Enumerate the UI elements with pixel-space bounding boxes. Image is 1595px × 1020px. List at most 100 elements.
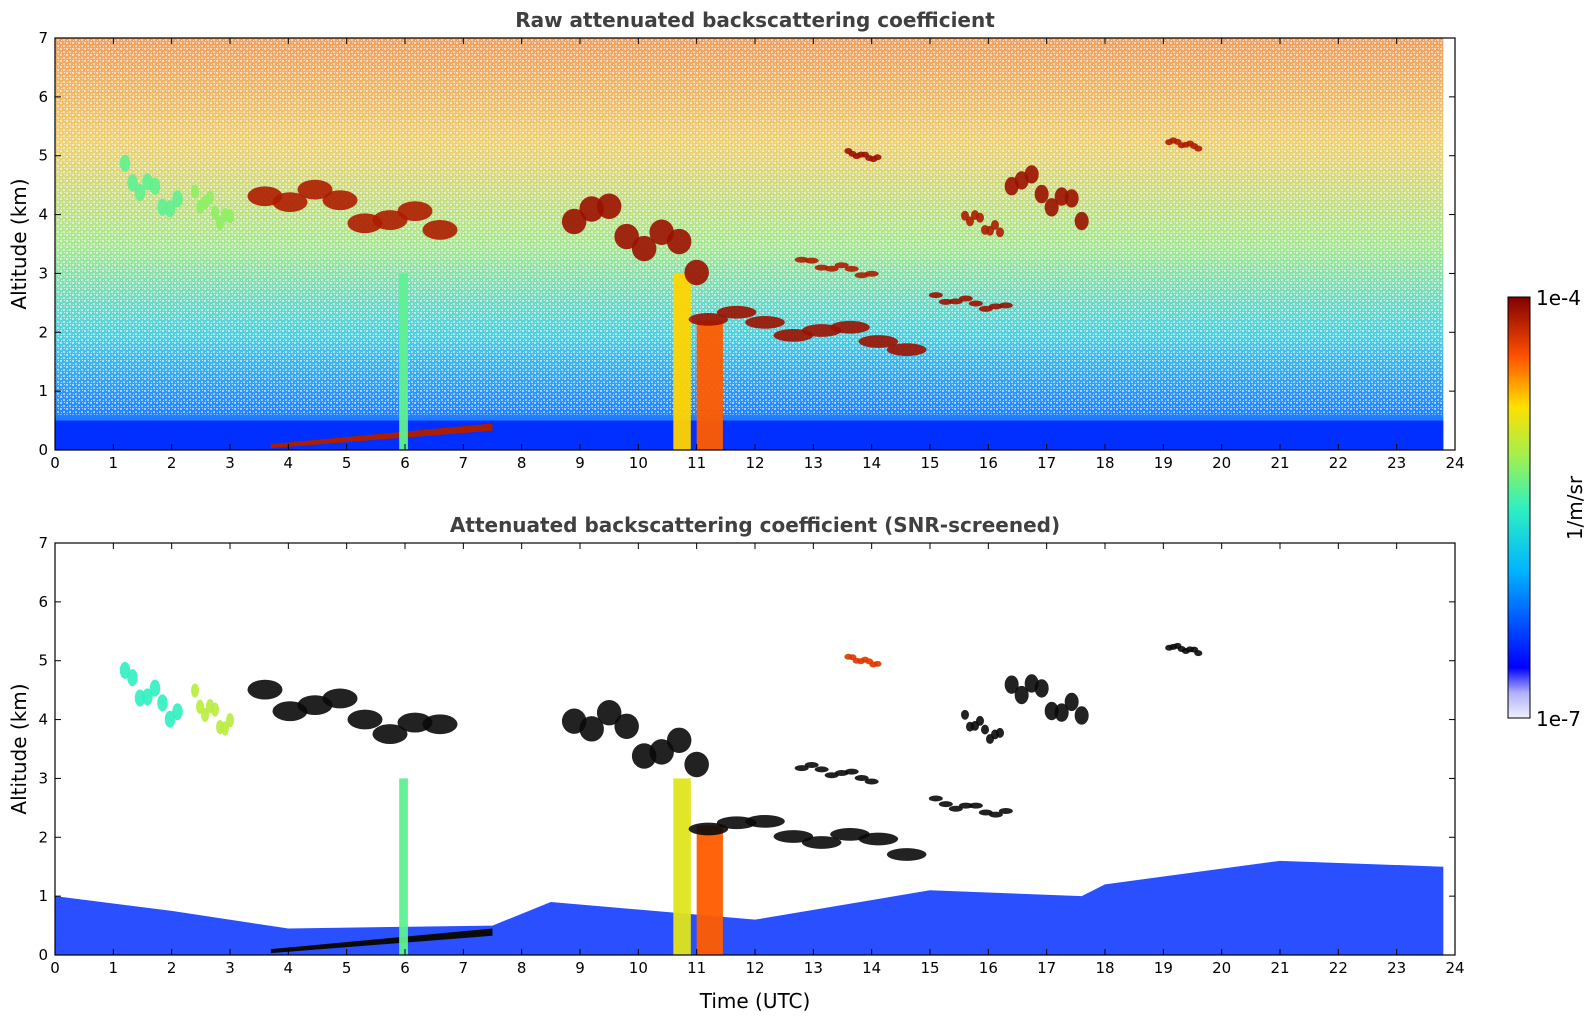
cloud-segment bbox=[998, 302, 1013, 309]
x-tick-label: 10 bbox=[629, 454, 648, 472]
aerosol-layer-mark bbox=[270, 423, 493, 449]
y-tick-label: 0 bbox=[38, 946, 48, 964]
y-tick-label: 1 bbox=[38, 887, 48, 905]
x-tick-label: 3 bbox=[225, 454, 235, 472]
cloud-segment bbox=[579, 716, 604, 742]
cloud-segment bbox=[397, 201, 433, 221]
x-tick-label: 2 bbox=[167, 454, 177, 472]
cloud-segment bbox=[226, 209, 234, 224]
cloud-mark bbox=[247, 679, 458, 744]
cloud-segment bbox=[716, 305, 757, 319]
cloud-mark bbox=[561, 700, 709, 778]
cloud-mark bbox=[961, 210, 1004, 238]
raw-y-axis-label: Altitude (km) bbox=[7, 178, 31, 309]
screened-panel-title: Attenuated backscattering coefficient (S… bbox=[450, 513, 1060, 537]
cloud-segment bbox=[864, 270, 879, 277]
y-tick-label: 7 bbox=[38, 534, 48, 552]
x-tick-label: 18 bbox=[1095, 959, 1114, 977]
cloud-segment bbox=[873, 660, 882, 667]
cloud-segment bbox=[773, 830, 814, 843]
x-tick-label: 19 bbox=[1154, 454, 1173, 472]
x-tick-label: 19 bbox=[1154, 959, 1173, 977]
cloud-mark bbox=[119, 154, 183, 218]
cloud-segment bbox=[157, 694, 168, 712]
x-tick-label: 21 bbox=[1270, 454, 1289, 472]
cloud-segment bbox=[247, 679, 283, 700]
cloud-segment bbox=[928, 292, 943, 299]
screened-x-ticks: 0 1 2 3 4 5 6 7 8 9 10 11 12 13 14 15 16 17 18 19 20 21 22 23 24 bbox=[50, 543, 1465, 977]
cloud-mark bbox=[1004, 165, 1089, 231]
x-tick-label: 24 bbox=[1445, 959, 1464, 977]
x-tick-label: 1 bbox=[109, 454, 119, 472]
cloud-segment bbox=[191, 184, 199, 199]
cloud-mark bbox=[561, 193, 709, 286]
raw-x-ticks: 0 1 2 3 4 5 6 7 8 9 10 11 12 13 14 15 16 17 18 19 20 21 22 23 24 bbox=[50, 38, 1465, 472]
x-tick-label: 16 bbox=[979, 454, 998, 472]
cloud-segment bbox=[824, 265, 839, 272]
cloud-mark bbox=[688, 815, 927, 861]
cloud-segment bbox=[226, 713, 234, 728]
cloud-segment bbox=[347, 709, 383, 730]
cloud-segment bbox=[988, 811, 1003, 818]
cloud-mark bbox=[794, 256, 879, 279]
y-tick-label: 4 bbox=[38, 711, 48, 729]
cloud-segment bbox=[164, 200, 176, 218]
cloud-segment bbox=[1014, 685, 1029, 705]
x-tick-label: 11 bbox=[687, 454, 706, 472]
cloud-segment bbox=[666, 727, 692, 754]
cloud-segment bbox=[1194, 145, 1203, 152]
x-tick-label: 21 bbox=[1270, 959, 1289, 977]
cloud-mark bbox=[961, 709, 1004, 744]
raw-plot-area bbox=[55, 38, 1444, 450]
y-tick-label: 4 bbox=[38, 206, 48, 224]
x-tick-label: 23 bbox=[1387, 959, 1406, 977]
cloud-segment bbox=[372, 210, 408, 230]
cloud-segment bbox=[948, 805, 963, 812]
cloud-segment bbox=[1034, 184, 1049, 204]
cloud-segment bbox=[688, 822, 729, 836]
x-tick-label: 20 bbox=[1212, 454, 1231, 472]
cloud-segment bbox=[1064, 692, 1079, 712]
cloud-segment bbox=[966, 216, 974, 227]
y-tick-label: 1 bbox=[38, 382, 48, 400]
cloud-segment bbox=[996, 727, 1004, 738]
y-tick-label: 3 bbox=[38, 264, 48, 282]
boundary-layer-mark bbox=[55, 420, 1444, 450]
x-tick-label: 8 bbox=[517, 959, 527, 977]
cloud-segment bbox=[998, 807, 1013, 814]
colorbar-min-label: 1e-7 bbox=[1536, 707, 1581, 731]
cloud-segment bbox=[422, 220, 458, 240]
cloud-segment bbox=[991, 220, 999, 230]
x-tick-label: 18 bbox=[1095, 454, 1114, 472]
x-tick-label: 14 bbox=[862, 454, 881, 472]
colorbar-gradient bbox=[1507, 296, 1531, 719]
precipitation-column-mark bbox=[399, 778, 408, 955]
x-tick-label: 0 bbox=[50, 454, 60, 472]
cloud-segment bbox=[201, 707, 209, 722]
cloud-segment bbox=[1194, 650, 1203, 657]
cloud-segment bbox=[322, 688, 358, 709]
cloud-segment bbox=[1064, 189, 1079, 208]
cloud-segment bbox=[968, 300, 983, 307]
cloud-segment bbox=[631, 235, 657, 262]
cloud-segment bbox=[854, 774, 869, 781]
cloud-segment bbox=[1034, 679, 1049, 698]
x-tick-label: 15 bbox=[920, 959, 939, 977]
cloud-segment bbox=[1054, 703, 1069, 722]
raw-features bbox=[55, 137, 1444, 450]
cloud-mark bbox=[119, 661, 183, 728]
x-tick-label: 13 bbox=[804, 959, 823, 977]
cloud-segment bbox=[127, 174, 138, 192]
x-tick-label: 3 bbox=[225, 959, 235, 977]
cloud-segment bbox=[1044, 198, 1059, 217]
cloud-segment bbox=[938, 801, 953, 808]
x-tick-label: 12 bbox=[745, 454, 764, 472]
x-tick-label: 9 bbox=[575, 454, 585, 472]
x-tick-label: 17 bbox=[1037, 454, 1056, 472]
cloud-segment bbox=[864, 778, 879, 785]
y-tick-label: 5 bbox=[38, 147, 48, 165]
cloud-segment bbox=[172, 703, 183, 721]
cloud-segment bbox=[211, 205, 219, 220]
raw-noise-texture bbox=[55, 38, 1444, 415]
